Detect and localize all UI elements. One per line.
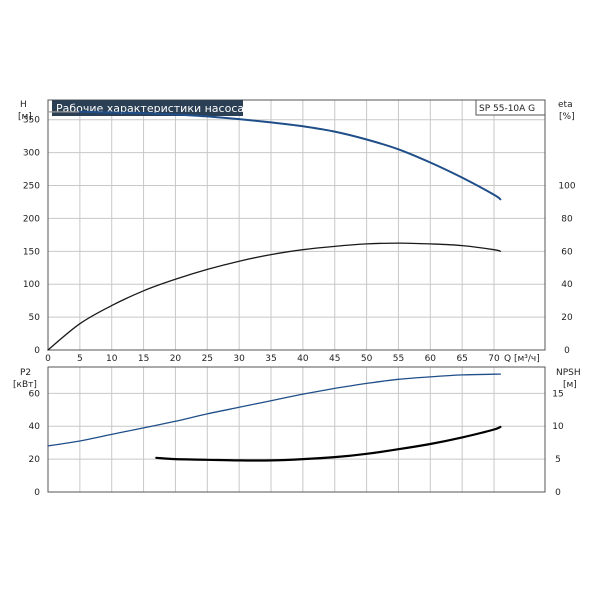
right-tick-label: 20 (561, 313, 573, 323)
bottom-chart-frame (47, 366, 546, 493)
bottom-left-tick-label: 40 (29, 422, 41, 432)
x-tick-label: 55 (393, 354, 404, 364)
top-right-axis-ticks: 0 20 40 60 80 100 (558, 182, 575, 356)
x-tick-label: 40 (297, 354, 309, 364)
bottom-left-tick-label: 0 (34, 488, 40, 498)
bottom-left-axis-name: P2 (20, 368, 31, 378)
left-tick-label: 0 (34, 346, 40, 356)
bottom-left-tick-label: 20 (29, 455, 41, 465)
right-axis-name: eta (558, 100, 573, 110)
x-tick-label: 65 (456, 354, 467, 364)
bottom-right-axis-name: NPSH (556, 368, 581, 378)
top-chart-grid (47, 100, 545, 350)
right-tick-label: 40 (561, 280, 573, 290)
x-tick-label: 10 (106, 354, 118, 364)
top-curve-1 (47, 242, 502, 351)
bottom-left-axis-ticks: 0 20 40 60 (29, 389, 41, 498)
x-axis-ticks: 0 5 10 15 20 25 30 35 40 45 50 55 60 65 70 (45, 354, 500, 364)
left-tick-label: 150 (23, 247, 40, 257)
left-tick-label: 350 (23, 116, 40, 126)
x-tick-label: 60 (425, 354, 437, 364)
x-tick-label: 70 (488, 354, 500, 364)
right-tick-label: 100 (558, 182, 575, 192)
x-axis-label: Q [м³/ч] (504, 354, 540, 364)
right-axis-unit: [%] (559, 112, 575, 122)
bottom-left-tick-label: 60 (29, 389, 41, 399)
right-tick-label: 0 (564, 346, 570, 356)
bottom-chart-grid (47, 367, 545, 492)
left-tick-label: 50 (29, 313, 41, 323)
bottom-right-tick-label: 15 (552, 389, 563, 399)
bottom-right-axis-ticks: 0 5 10 15 (552, 389, 564, 498)
x-tick-label: 30 (233, 354, 245, 364)
x-tick-label: 35 (265, 354, 276, 364)
right-tick-label: 80 (561, 214, 573, 224)
x-tick-label: 25 (202, 354, 213, 364)
left-tick-label: 300 (23, 149, 40, 159)
bottom-right-tick-label: 10 (552, 422, 564, 432)
bottom-curve-0 (47, 373, 502, 447)
bottom-right-tick-label: 5 (555, 455, 561, 465)
model-label: SP 55-10A G (479, 104, 535, 114)
x-tick-label: 0 (45, 354, 51, 364)
right-tick-label: 60 (561, 247, 573, 257)
left-tick-label: 250 (23, 182, 40, 192)
model-label-box (475, 99, 546, 116)
bottom-right-axis-unit: [м] (563, 380, 577, 390)
top-left-axis-ticks: 0 50 100 150 200 250 300 350 (23, 116, 40, 356)
x-tick-label: 20 (170, 354, 182, 364)
bottom-curve-1 (155, 425, 502, 462)
curves-layer (47, 110, 502, 462)
x-tick-label: 50 (361, 354, 373, 364)
top-chart-frame (47, 99, 546, 351)
left-axis-name: H (20, 100, 27, 110)
x-tick-label: 15 (138, 354, 149, 364)
x-tick-label: 5 (77, 354, 83, 364)
left-tick-label: 100 (23, 280, 40, 290)
left-axis-unit: [м] (18, 112, 32, 122)
bottom-left-axis-unit: [кВт] (13, 380, 37, 390)
left-tick-label: 200 (23, 214, 40, 224)
bottom-right-tick-label: 0 (555, 488, 561, 498)
x-tick-label: 45 (329, 354, 340, 364)
top-curve-0 (78, 110, 502, 201)
